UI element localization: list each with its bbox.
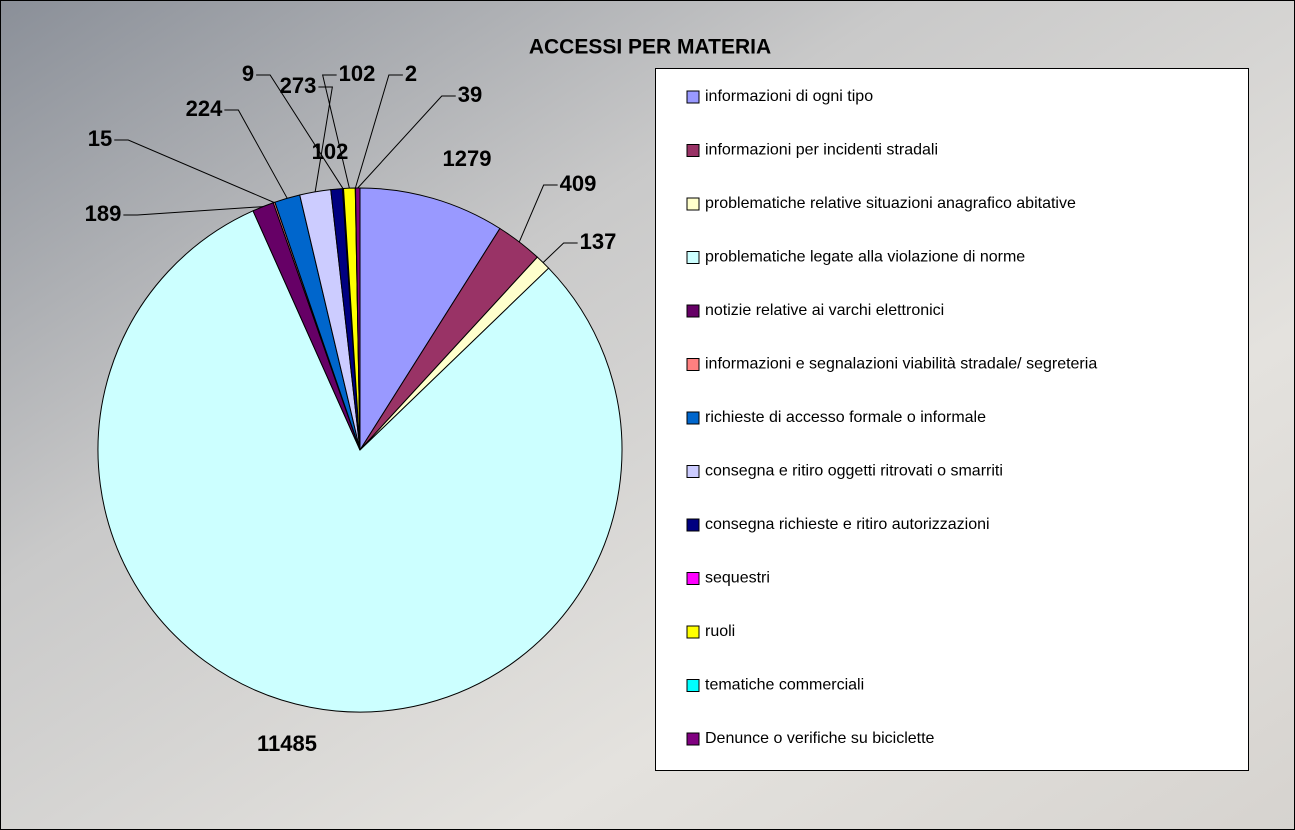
data-label: 273	[280, 73, 317, 98]
legend-swatch	[687, 466, 699, 478]
data-label: 11485	[257, 731, 317, 756]
data-label: 15	[88, 126, 112, 151]
chart: ACCESSI PER MATERIA 1279 409 137 11485 189 15…	[0, 0, 1295, 830]
legend-label: consegna richieste e ritiro autorizzazio…	[705, 516, 990, 533]
data-label: 189	[85, 201, 122, 226]
data-label: 102	[339, 61, 376, 86]
data-label: 137	[580, 229, 617, 254]
legend-label: sequestri	[705, 570, 770, 587]
legend-swatch	[687, 252, 699, 264]
legend-label: informazioni per incidenti stradali	[705, 142, 938, 159]
data-label: 9	[242, 61, 254, 86]
legend-swatch	[687, 519, 699, 531]
legend-swatch	[687, 412, 699, 424]
data-label: 409	[560, 171, 597, 196]
legend-label: consegna e ritiro oggetti ritrovati o sm…	[705, 463, 1003, 480]
legend-swatch	[687, 305, 699, 317]
legend-swatch	[687, 359, 699, 371]
legend-swatch	[687, 91, 699, 103]
legend-label: Denunce o verifiche su biciclette	[705, 730, 935, 747]
data-label: 1279	[443, 146, 492, 171]
legend-label: tematiche commerciali	[705, 677, 864, 694]
chart-title: ACCESSI PER MATERIA	[529, 36, 771, 59]
legend-label: richieste di accesso formale o informale	[705, 409, 986, 426]
legend-label: informazioni e segnalazioni viabilità st…	[705, 356, 1097, 373]
legend-swatch	[687, 198, 699, 210]
legend-swatch	[687, 680, 699, 692]
data-label: 39	[458, 82, 482, 107]
data-label: 224	[186, 96, 223, 121]
legend-swatch	[687, 573, 699, 585]
legend-label: ruoli	[705, 623, 735, 640]
legend-swatch	[687, 145, 699, 157]
legend-swatch	[687, 626, 699, 638]
legend-swatch	[687, 733, 699, 745]
data-label: 2	[405, 61, 417, 86]
legend-label: informazioni di ogni tipo	[705, 88, 873, 105]
legend-label: problematiche legate alla violazione di …	[705, 249, 1025, 266]
legend-label: notizie relative ai varchi elettronici	[705, 302, 944, 319]
legend-label: problematiche relative situazioni anagra…	[705, 195, 1076, 212]
